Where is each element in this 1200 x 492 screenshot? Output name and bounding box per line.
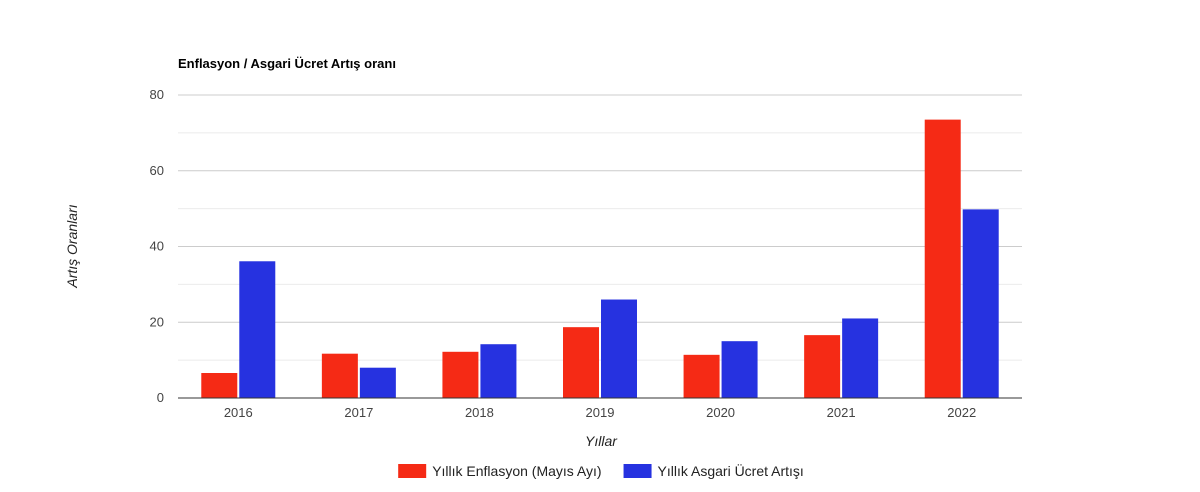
x-tick-label: 2022 (947, 405, 976, 420)
bar-inflation-2019[interactable] (563, 327, 599, 398)
legend-swatch (623, 464, 652, 478)
x-tick-label: 2020 (706, 405, 735, 420)
bars (201, 119, 999, 399)
bar-inflation-2022[interactable] (924, 119, 961, 399)
bar-min-wage-2019[interactable] (601, 299, 637, 398)
y-tick-label: 20 (150, 314, 164, 329)
x-tick-label: 2018 (465, 405, 494, 420)
y-axis-title: Artış Oranları (64, 204, 80, 288)
y-axis-ticks: 0 20 40 60 80 (150, 87, 164, 405)
legend-label: Yıllık Asgari Ücret Artışı (658, 462, 804, 479)
legend-swatch (398, 464, 427, 478)
bar-min-wage-2021[interactable] (842, 318, 879, 398)
x-tick-label: 2016 (224, 405, 253, 420)
bar-inflation-2020[interactable] (683, 354, 720, 398)
x-tick-label: 2017 (344, 405, 373, 420)
bar-min-wage-2018[interactable] (480, 344, 517, 398)
y-tick-label: 60 (150, 163, 164, 178)
bar-min-wage-2016[interactable] (239, 261, 276, 398)
legend[interactable]: Yıllık Enflasyon (Mayıs Ayı) Yıllık Asgar… (398, 462, 804, 479)
x-axis-title: Yıllar (585, 433, 618, 449)
y-tick-label: 80 (150, 87, 164, 102)
x-axis-ticks: 2016 2017 2018 2019 2020 2021 2022 (224, 405, 976, 420)
y-tick-label: 0 (157, 390, 164, 405)
x-tick-label: 2019 (586, 405, 615, 420)
bar-inflation-2018[interactable] (442, 351, 479, 398)
bar-min-wage-2017[interactable] (359, 367, 396, 398)
bar-inflation-2017[interactable] (321, 353, 358, 398)
x-tick-label: 2021 (827, 405, 856, 420)
legend-item[interactable]: Yıllık Enflasyon (Mayıs Ayı) (398, 463, 602, 479)
bar-min-wage-2022[interactable] (962, 209, 999, 398)
y-tick-label: 40 (150, 239, 164, 254)
legend-label: Yıllık Enflasyon (Mayıs Ayı) (432, 463, 601, 479)
legend-item[interactable]: Yıllık Asgari Ücret Artışı (623, 462, 804, 479)
grid-lines (178, 94, 1022, 361)
chart-title: Enflasyon / Asgari Ücret Artış oranı (178, 56, 396, 71)
bar-inflation-2021[interactable] (804, 335, 841, 398)
bar-inflation-2016[interactable] (201, 373, 238, 398)
bar-min-wage-2020[interactable] (721, 341, 758, 398)
